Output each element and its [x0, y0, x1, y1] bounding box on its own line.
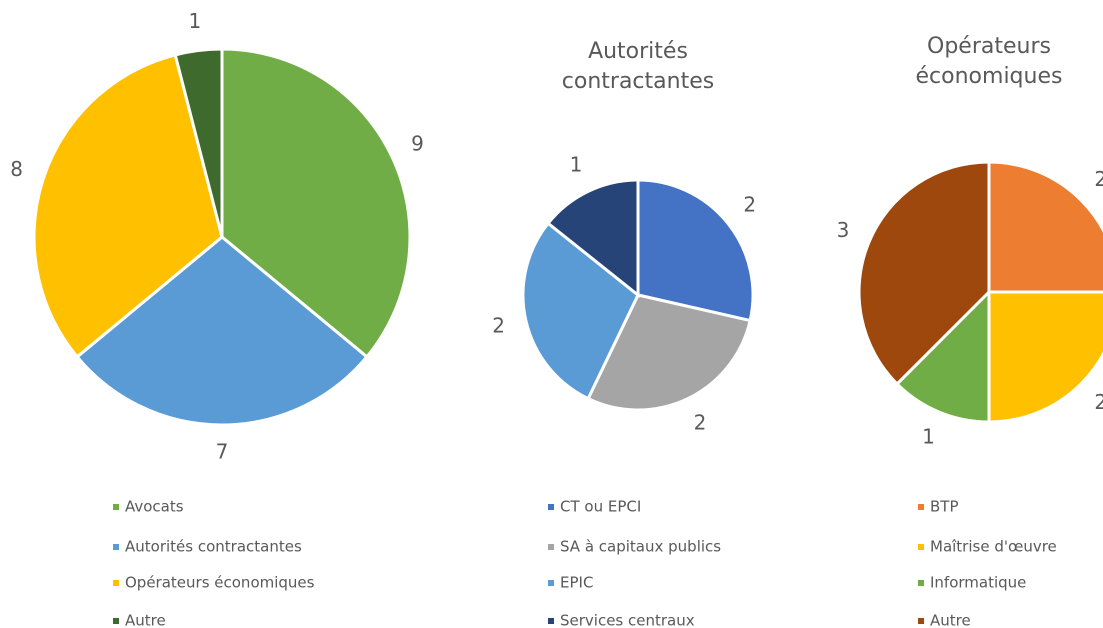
pie-slice	[75, 235, 369, 427]
data-label: 2	[743, 192, 756, 216]
legend-swatch	[113, 580, 119, 586]
pie-slice	[987, 160, 1103, 294]
data-label: 1	[922, 424, 935, 448]
chart-title: Opérateurs économiques	[915, 34, 1063, 89]
legend-label: Autre	[125, 612, 166, 628]
legend-label: Autre	[930, 612, 971, 628]
pie-slice	[220, 47, 412, 359]
data-label: 1	[570, 153, 583, 177]
data-label: 8	[10, 157, 23, 181]
legend-swatch	[918, 618, 924, 624]
legend-label: Opérateurs économiques	[125, 574, 315, 592]
data-label: 2	[492, 313, 505, 337]
legend-swatch	[548, 544, 554, 550]
legend-label: CT ou EPCI	[560, 498, 641, 516]
legend-swatch	[113, 544, 119, 550]
pie-slice	[173, 47, 224, 238]
data-label: 2	[1094, 390, 1103, 414]
legend-swatch	[548, 618, 554, 624]
legend-swatch	[918, 504, 924, 510]
data-label: 7	[216, 440, 229, 464]
legend-label: SA à capitaux publics	[560, 538, 721, 556]
pie-slice	[894, 288, 991, 424]
legend-label: EPIC	[560, 574, 593, 592]
legend-label: Avocats	[125, 498, 184, 516]
pie-slice	[987, 290, 1103, 424]
pie-slice	[521, 221, 640, 401]
data-label: 9	[411, 132, 424, 156]
legend-swatch	[548, 504, 554, 510]
pie-slice	[586, 293, 752, 412]
legend-swatch	[113, 618, 119, 624]
legend-swatch	[113, 504, 119, 510]
data-label: 2	[694, 410, 707, 434]
pie-slice	[857, 160, 991, 387]
legend-label: Informatique	[930, 574, 1026, 592]
data-label: 3	[837, 218, 850, 242]
legend-swatch	[918, 580, 924, 586]
legend-swatch	[918, 544, 924, 550]
pie-slice	[32, 53, 224, 359]
legend-label: Services centraux	[560, 612, 695, 628]
legend-label: BTP	[930, 498, 959, 516]
pie-slice	[545, 178, 640, 299]
chart-title: Autorités contractantes	[561, 39, 715, 94]
legend-swatch	[548, 580, 554, 586]
legend-label: Maîtrise d'œuvre	[930, 538, 1057, 556]
data-label: 1	[189, 9, 202, 33]
data-label: 2	[1094, 167, 1103, 191]
pie-slice	[636, 178, 755, 323]
legend-label: Autorités contractantes	[125, 538, 302, 556]
